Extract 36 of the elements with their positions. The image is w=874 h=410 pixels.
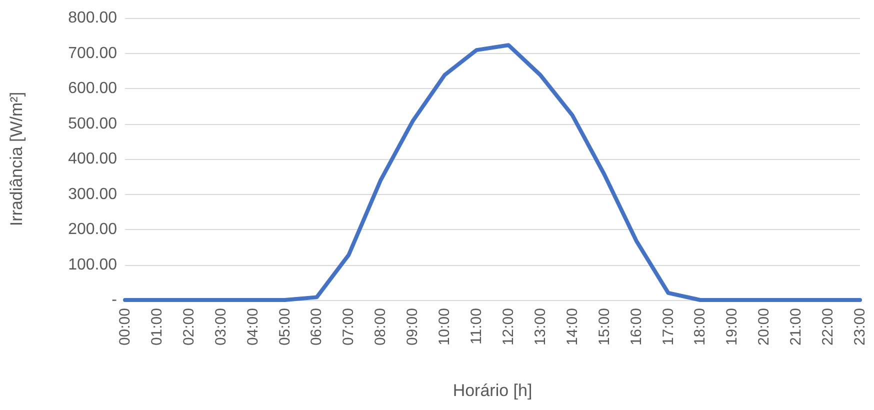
x-tick-label: 14:00	[564, 308, 581, 346]
x-tick-label: 16:00	[628, 308, 645, 346]
x-tick-label: 11:00	[468, 308, 486, 344]
x-tick-label: 08:00	[372, 308, 390, 346]
x-tick-label: 05:00	[276, 308, 294, 346]
x-tick-label: 01:00	[148, 308, 166, 346]
x-tick-label: 10:00	[436, 308, 454, 346]
y-tick-label: 400.00	[68, 150, 118, 168]
x-tick-label: 12:00	[500, 308, 517, 346]
y-tick-label: 500.00	[68, 115, 118, 132]
y-tick-label: -	[112, 292, 117, 308]
x-tick-label: 04:00	[244, 308, 262, 346]
x-axis-title: Horário [h]	[452, 381, 532, 400]
line-series	[123, 43, 862, 302]
x-tick-label: 22:00	[820, 308, 837, 346]
x-tick-label: 13:00	[532, 308, 549, 346]
x-tick-label: 03:00	[212, 308, 230, 346]
x-tick-label: 02:00	[180, 308, 198, 346]
x-tick-label: 17:00	[660, 308, 677, 346]
y-tick-label: 800.00	[68, 10, 118, 26]
x-tick-label: 09:00	[404, 308, 422, 346]
x-tick-label: 23:00	[852, 308, 868, 346]
x-tick-label: 19:00	[724, 308, 741, 346]
y-axis-title: Irradiância [W/m²]	[7, 92, 26, 226]
y-tick-label: 700.00	[68, 44, 118, 62]
y-tick-label: 200.00	[68, 221, 118, 238]
y-tick-label: 300.00	[68, 186, 118, 203]
x-tick-label: 00:00	[116, 308, 134, 346]
x-tick-label: 07:00	[340, 308, 358, 346]
x-tick-label: 20:00	[756, 308, 773, 346]
y-tick-label: 100.00	[68, 256, 118, 274]
x-tick-label: 18:00	[692, 308, 709, 346]
x-tick-label: 15:00	[596, 308, 613, 346]
x-tick-label: 21:00	[788, 308, 805, 346]
y-tick-label: 600.00	[68, 80, 118, 97]
x-tick-label: 06:00	[308, 308, 326, 346]
